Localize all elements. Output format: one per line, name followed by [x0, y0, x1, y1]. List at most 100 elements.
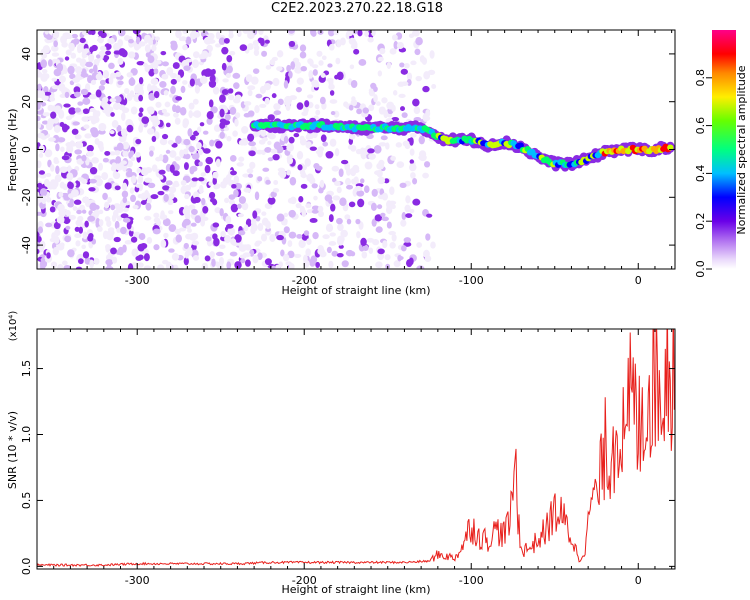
- spectrogram-noise-cell: [190, 232, 199, 240]
- spectrogram-noise-cell: [215, 251, 224, 257]
- x-tick-label: 0: [635, 274, 642, 287]
- spectrogram-noise-cell: [329, 232, 336, 237]
- x-tick-label: -200: [292, 274, 317, 287]
- spectrogram-noise-cell: [180, 85, 186, 94]
- spectrogram-noise-cell: [81, 244, 87, 250]
- y-tick-label: 1.5: [20, 360, 33, 378]
- spectrogram-noise-cell: [283, 226, 290, 234]
- spectrogram-noise-cell: [315, 261, 321, 269]
- spectrogram-noise-cell: [255, 215, 261, 222]
- spectrogram-noise-cell: [388, 200, 397, 205]
- spectrogram-noise-cell: [386, 62, 392, 69]
- spectrogram-noise-cell: [286, 169, 291, 176]
- spectrogram-noise-cell: [389, 186, 395, 195]
- spectrogram-noise-cell: [89, 107, 96, 113]
- spectrogram-noise-cell: [99, 79, 106, 86]
- spectrogram-noise-cell: [37, 101, 41, 110]
- spectrogram-noise-cell: [130, 175, 137, 184]
- spectrogram-noise-cell: [246, 168, 254, 174]
- spectrogram-noise-cell: [98, 85, 105, 91]
- spectrogram-noise-cell: [84, 220, 89, 228]
- spectrogram-noise-cell: [386, 221, 392, 229]
- colorbar-tick-label: 0.2: [694, 212, 707, 230]
- y-tick-label: 40: [20, 47, 33, 61]
- spectrogram-noise-cell: [228, 30, 234, 35]
- spectrogram-noise-cell: [373, 145, 382, 154]
- spectrogram-noise-cell: [50, 45, 59, 52]
- spectrogram-noise-cell: [252, 68, 260, 75]
- spectrogram-noise-cell: [182, 207, 191, 216]
- spectrogram-noise-cell: [120, 112, 126, 121]
- spectrogram-noise-cell: [377, 194, 386, 200]
- spectrogram-noise-cell: [102, 192, 108, 201]
- spectrogram-noise-cell: [38, 153, 44, 158]
- spectrogram-noise-cell: [416, 265, 425, 269]
- spectrogram-noise-cell: [45, 222, 53, 228]
- spectrogram-noise-cell: [219, 94, 226, 103]
- spectrogram-noise-cell: [375, 261, 383, 269]
- spectrogram-noise-cell: [353, 48, 360, 55]
- spectrogram-noise-cell: [261, 217, 269, 226]
- spectrogram-noise-cell: [69, 42, 75, 52]
- spectrogram-noise-cell: [121, 107, 130, 114]
- spectrogram-noise-cell: [229, 251, 238, 257]
- spectrogram-noise-cell: [400, 68, 408, 75]
- spectrogram-noise-cell: [56, 215, 65, 224]
- spectrogram-noise-cell: [140, 200, 147, 206]
- spectrogram-noise-cell: [185, 36, 192, 45]
- spectrogram-noise-cell: [346, 184, 354, 190]
- spectrogram-noise-cell: [299, 44, 307, 52]
- spectrogram-noise-cell: [153, 212, 160, 218]
- spectrogram-noise-cell: [286, 143, 295, 152]
- spectrogram-noise-cell: [151, 164, 158, 172]
- spectrogram-noise-cell: [400, 106, 406, 112]
- spectrogram-noise-cell: [102, 70, 110, 79]
- spectrogram-noise-cell: [267, 196, 276, 205]
- spectrogram-noise-cell: [248, 150, 256, 157]
- spectrogram-noise-cell: [47, 59, 53, 67]
- spectrogram-noise-cell: [169, 164, 175, 173]
- spectrogram-noise-cell: [141, 116, 150, 124]
- spectrogram-noise-cell: [226, 135, 232, 142]
- spectrogram-noise-cell: [114, 95, 122, 104]
- spectrogram-noise-cell: [111, 256, 118, 264]
- spectrogram-noise-cell: [377, 252, 385, 261]
- spectrogram-noise-cell: [87, 30, 94, 35]
- spectrogram-noise-cell: [303, 254, 308, 264]
- x-tick-label: -100: [459, 274, 484, 287]
- spectrogram-noise-cell: [287, 240, 293, 247]
- spectrogram-noise-cell: [193, 196, 201, 204]
- spectrogram-noise-cell: [121, 128, 128, 137]
- spectrogram-noise-cell: [237, 203, 242, 209]
- snr-series-line: [37, 329, 675, 567]
- spectrogram-noise-cell: [377, 176, 386, 185]
- spectrogram-noise-cell: [358, 221, 364, 230]
- spectrogram-noise-cell: [106, 231, 114, 241]
- spectrogram-noise-cell: [172, 170, 180, 177]
- spectrogram-noise-cell: [42, 112, 51, 117]
- spectrogram-noise-cell: [136, 167, 142, 174]
- spectrogram-noise-cell: [247, 173, 254, 178]
- x-tick-label: -200: [292, 574, 317, 587]
- spectrogram-noise-cell: [334, 180, 341, 187]
- spectrogram-noise-cell: [88, 53, 95, 63]
- spectrogram-noise-cell: [192, 255, 200, 261]
- spectrogram-noise-cell: [193, 51, 200, 59]
- spectrogram-noise-cell: [93, 257, 100, 265]
- spectrogram-noise-cell: [153, 90, 160, 99]
- spectrogram-noise-cell: [51, 232, 56, 241]
- spectrogram-noise-cell: [162, 218, 171, 227]
- spectrogram-noise-cell: [346, 167, 351, 176]
- spectrogram-noise-cell: [182, 218, 191, 226]
- spectrogram-noise-cell: [91, 157, 99, 164]
- spectrogram-noise-cell: [161, 154, 169, 164]
- spectrogram-noise-cell: [138, 90, 144, 96]
- spectrogram-noise-cell: [242, 30, 249, 34]
- spectrogram-noise-cell: [62, 124, 70, 131]
- spectrogram-noise-cell: [339, 197, 347, 207]
- spectrogram-noise-cell: [194, 84, 201, 94]
- spectrogram-noise-cell: [53, 221, 61, 230]
- spectrogram-noise-cell: [53, 124, 61, 133]
- spectrogram-noise-cell: [98, 209, 104, 215]
- spectrogram-noise-cell: [188, 102, 195, 110]
